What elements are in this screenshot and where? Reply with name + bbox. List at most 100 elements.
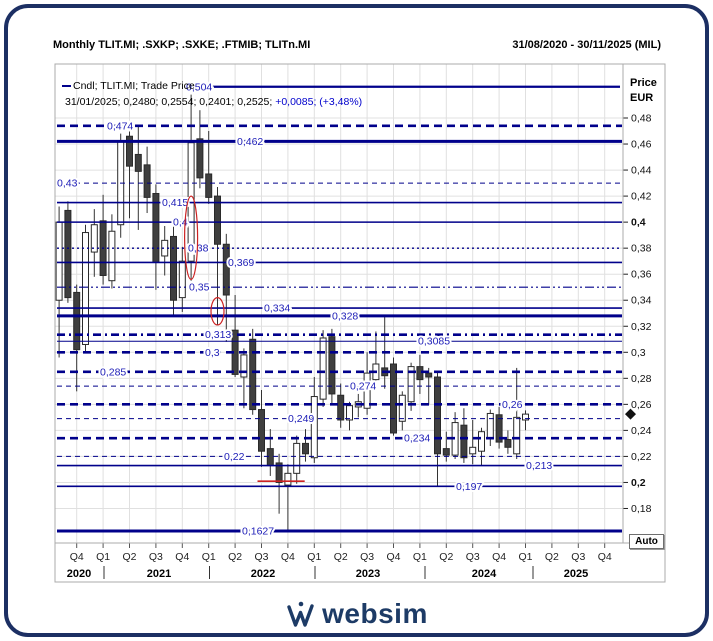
candle-2022-11[interactable]	[293, 442, 301, 474]
candle-2021-02[interactable]	[108, 230, 116, 282]
chart-legend: Cndl; TLIT.MI; Trade Price 31/01/2025; 0…	[62, 78, 362, 110]
candle-2022-03[interactable]	[222, 243, 230, 296]
candle-2020-10[interactable]	[73, 291, 81, 351]
x-axis-year-label: 2022	[251, 568, 275, 580]
x-axis-quarter-label[interactable]: Q2	[334, 551, 348, 563]
x-axis-quarter-label[interactable]: Q4	[281, 551, 295, 563]
candle-2020-09[interactable]	[64, 209, 72, 299]
candle-2022-02[interactable]	[214, 195, 221, 245]
candle-2024-10[interactable]	[495, 414, 503, 443]
candle-2020-12[interactable]	[90, 224, 98, 253]
candle-2022-09[interactable]	[275, 462, 283, 483]
candle-2021-05[interactable]	[134, 153, 142, 172]
candle-2024-11[interactable]	[504, 438, 512, 448]
y-axis-label[interactable]: 0,26	[631, 399, 652, 411]
price-axis-title: Price	[630, 77, 657, 89]
price-level-label: 0,462	[237, 136, 263, 148]
candle-2020-11[interactable]	[82, 232, 89, 345]
x-axis-quarter-label[interactable]: Q2	[439, 551, 453, 563]
candle-2022-06[interactable]	[249, 338, 257, 411]
price-level-label: 0,234	[404, 433, 430, 445]
candle-2023-02[interactable]	[319, 337, 327, 400]
price-axis-header: Price EUR	[630, 76, 657, 106]
candle-2021-10[interactable]	[178, 260, 186, 299]
x-axis-quarter-label[interactable]: Q4	[492, 551, 506, 563]
candle-2021-09[interactable]	[170, 235, 177, 301]
candle-2025-01[interactable]	[522, 413, 529, 421]
x-axis-quarter-label[interactable]: Q3	[254, 551, 268, 563]
y-axis-label[interactable]: 0,3	[631, 347, 646, 359]
y-axis-label[interactable]: 0,2	[631, 477, 646, 489]
x-axis-quarter-label[interactable]: Q3	[360, 551, 374, 563]
y-axis-label[interactable]: 0,24	[631, 425, 652, 437]
candle-2024-06[interactable]	[460, 424, 468, 459]
price-level-label: 0,22	[224, 451, 245, 463]
y-axis-label[interactable]: 0,44	[631, 165, 652, 177]
y-axis-label[interactable]: 0,38	[631, 243, 652, 255]
y-axis-label[interactable]: 0,36	[631, 269, 652, 281]
candle-2023-12[interactable]	[407, 366, 415, 403]
date-range: 31/08/2020 - 30/11/2025 (MIL)	[512, 39, 661, 51]
candle-2024-04[interactable]	[442, 448, 450, 456]
candle-2022-12[interactable]	[302, 442, 309, 455]
x-axis-quarter-label[interactable]: Q2	[228, 551, 242, 563]
websim-logo: websim	[0, 598, 713, 630]
x-axis-quarter-label[interactable]: Q1	[307, 551, 321, 563]
y-axis-label[interactable]: 0,32	[631, 321, 652, 333]
price-level-label: 0,474	[107, 120, 133, 132]
x-axis-quarter-label[interactable]: Q1	[413, 551, 427, 563]
legend-series-label[interactable]: Cndl; TLIT.MI; Trade Price	[73, 80, 195, 92]
x-axis-quarter-label[interactable]: Q3	[571, 551, 585, 563]
candle-2024-02[interactable]	[425, 372, 433, 378]
x-axis-quarter-label[interactable]: Q1	[518, 551, 532, 563]
x-axis-quarter-label[interactable]: Q4	[598, 551, 612, 563]
websim-wordmark: websim	[322, 598, 428, 629]
x-axis-quarter-label[interactable]: Q1	[96, 551, 110, 563]
candle-2023-07[interactable]	[363, 372, 371, 409]
chart-widget-border	[54, 63, 666, 583]
candle-2024-08[interactable]	[478, 431, 485, 452]
y-axis-label[interactable]: 0,4	[631, 217, 646, 229]
candle-2023-11[interactable]	[398, 394, 406, 422]
y-axis-label[interactable]: 0,48	[631, 113, 652, 125]
x-axis-quarter-label[interactable]: Q4	[175, 551, 189, 563]
red-ellipse-annotation[interactable]	[184, 195, 199, 280]
y-axis-label[interactable]: 0,42	[631, 191, 652, 203]
candle-2022-07[interactable]	[258, 409, 265, 452]
candle-2021-12[interactable]	[196, 138, 204, 179]
candle-2022-01[interactable]	[205, 173, 213, 198]
candle-2023-04[interactable]	[337, 394, 345, 421]
candle-2021-06[interactable]	[143, 164, 151, 198]
y-axis-label[interactable]: 0,34	[631, 295, 652, 307]
price-level-label: 0,35	[189, 282, 210, 294]
candle-2024-07[interactable]	[469, 446, 477, 455]
price-level-label: 0,285	[100, 366, 126, 378]
candle-2023-03[interactable]	[328, 336, 336, 395]
x-axis-quarter-label[interactable]: Q2	[545, 551, 559, 563]
y-axis-label[interactable]: 0,18	[631, 503, 652, 515]
candle-2022-10[interactable]	[284, 472, 292, 486]
x-axis-quarter-label[interactable]: Q3	[466, 551, 480, 563]
y-axis-label[interactable]: 0,28	[631, 373, 652, 385]
x-axis-quarter-label[interactable]: Q4	[386, 551, 400, 563]
x-axis-quarter-label[interactable]: Q2	[122, 551, 136, 563]
candle-2022-05[interactable]	[240, 354, 248, 378]
y-axis-label[interactable]: 0,46	[631, 139, 652, 151]
candle-2023-10[interactable]	[390, 363, 397, 434]
x-axis-quarter-label[interactable]: Q3	[149, 551, 163, 563]
candle-2023-05[interactable]	[346, 405, 353, 421]
candle-2023-01[interactable]	[310, 396, 318, 459]
y-axis-label[interactable]: 0,22	[631, 451, 652, 463]
candle-2024-01[interactable]	[416, 366, 424, 381]
candle-2024-03[interactable]	[434, 376, 441, 455]
x-axis-quarter-label[interactable]: Q4	[70, 551, 84, 563]
price-level-label: 0,3085	[418, 336, 450, 348]
candle-2024-12[interactable]	[513, 416, 521, 455]
price-axis-unit: EUR	[630, 92, 654, 104]
auto-scale-button[interactable]: Auto	[629, 534, 664, 549]
candle-2021-04[interactable]	[126, 135, 133, 167]
red-ellipse-annotation[interactable]	[210, 297, 225, 326]
x-axis-quarter-label[interactable]: Q1	[202, 551, 216, 563]
plot-area[interactable]	[55, 64, 623, 543]
